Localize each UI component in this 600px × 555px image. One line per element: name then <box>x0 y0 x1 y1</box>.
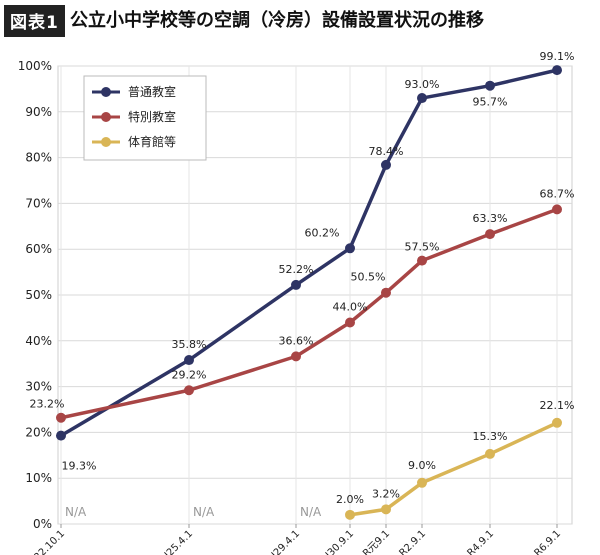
data-point <box>56 430 66 441</box>
y-tick-label: 100% <box>18 59 52 73</box>
y-tick-label: 0% <box>33 517 52 531</box>
data-label: 60.2% <box>305 226 340 239</box>
data-label: 2.0% <box>336 493 364 506</box>
figure-badge: 図表1 <box>4 5 65 37</box>
data-point <box>552 204 562 215</box>
x-tick-label: R元9.1 <box>361 528 392 555</box>
data-label: 99.1% <box>540 50 575 63</box>
data-point <box>381 159 391 170</box>
data-point <box>345 243 355 254</box>
data-label: 78.4% <box>369 145 404 158</box>
data-label: 57.5% <box>405 241 440 254</box>
data-point <box>381 504 391 515</box>
data-point <box>417 255 427 266</box>
data-label: 22.1% <box>540 399 575 412</box>
data-label: 19.3% <box>62 460 97 473</box>
x-tick-label: H25.4.1 <box>160 528 196 555</box>
y-tick-label: 60% <box>25 242 52 256</box>
chart-title: 公立小中学校等の空調（冷房）設備設置状況の推移 <box>70 10 484 31</box>
data-label: 95.7% <box>473 96 508 109</box>
series-line-3 <box>349 421 558 517</box>
data-point <box>417 93 427 104</box>
y-tick-label: 70% <box>25 196 52 210</box>
data-label: 68.7% <box>540 187 575 200</box>
na-label: N/A <box>300 505 322 519</box>
data-label: 3.2% <box>372 487 400 500</box>
y-tick-label: 20% <box>25 425 52 439</box>
y-tick-label: 40% <box>25 334 52 348</box>
y-tick-label: 10% <box>25 471 52 485</box>
x-tick-label: R2.9.1 <box>397 528 428 555</box>
data-point <box>345 317 355 328</box>
na-label: N/A <box>193 505 215 519</box>
data-point <box>485 229 495 240</box>
x-tick-label: H29.4.1 <box>267 528 303 555</box>
data-point <box>485 80 495 91</box>
data-point <box>381 287 391 298</box>
legend-swatch-marker <box>101 87 111 97</box>
data-point <box>552 417 562 428</box>
data-point <box>291 351 301 362</box>
y-tick-label: 80% <box>25 151 52 165</box>
legend-label: 体育館等 <box>128 134 176 149</box>
data-point <box>552 65 562 76</box>
data-point <box>485 448 495 459</box>
x-tick-label: R6.9.1 <box>532 528 563 555</box>
data-label: 52.2% <box>279 263 314 276</box>
x-tick-label: H30.9.1 <box>321 528 357 555</box>
data-label: 29.2% <box>172 368 207 381</box>
data-point <box>417 477 427 488</box>
data-point <box>291 279 301 290</box>
data-label: 93.0% <box>405 78 440 91</box>
legend-label: 普通教室 <box>128 84 176 99</box>
title-bar: 図表1 公立小中学校等の空調（冷房）設備設置状況の推移 <box>0 0 600 40</box>
y-tick-label: 90% <box>25 105 52 119</box>
na-label: N/A <box>65 505 87 519</box>
data-label: 50.5% <box>351 271 386 284</box>
data-label: 63.3% <box>473 212 508 225</box>
data-point <box>184 385 194 396</box>
data-point <box>56 412 66 423</box>
data-label: 35.8% <box>172 338 207 351</box>
legend-swatch-marker <box>101 112 111 122</box>
data-label: 9.0% <box>408 459 436 472</box>
data-point <box>345 509 355 520</box>
data-label: 23.2% <box>30 398 65 411</box>
data-label: 15.3% <box>473 430 508 443</box>
y-tick-label: 50% <box>25 288 52 302</box>
legend-label: 特別教室 <box>128 109 176 124</box>
x-tick-label: R4.9.1 <box>465 528 496 555</box>
legend-swatch-marker <box>101 137 111 147</box>
data-label: 44.0% <box>333 300 368 313</box>
y-tick-label: 30% <box>25 380 52 394</box>
series-line-2 <box>60 207 558 420</box>
series-line-1 <box>60 68 558 438</box>
data-label: 36.6% <box>279 334 314 347</box>
data-point <box>184 355 194 366</box>
x-tick-label: H22.10.1 <box>27 528 67 555</box>
